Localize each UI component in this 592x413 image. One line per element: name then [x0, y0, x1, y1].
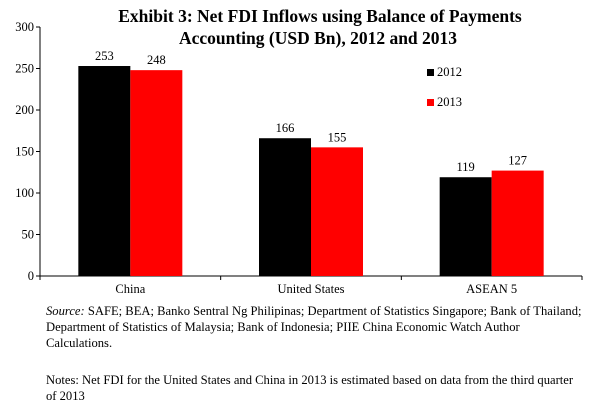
y-tick-label: 150 — [15, 145, 34, 159]
chart-title-line-1: Exhibit 3: Net FDI Inflows using Balance… — [118, 6, 522, 26]
source-text: SAFE; BEA; Banko Sentral Ng Philipinas; … — [46, 304, 582, 350]
data-label: 155 — [328, 130, 347, 144]
legend-swatch-2013 — [427, 99, 434, 106]
y-tick-label: 200 — [15, 103, 34, 117]
x-tick-label: ASEAN 5 — [466, 282, 517, 296]
y-tick-label: 100 — [15, 186, 34, 200]
legend-label: 2012 — [437, 65, 462, 79]
y-tick-label: 250 — [15, 62, 34, 76]
y-tick-label: 0 — [28, 269, 34, 283]
bar-2013 — [130, 70, 183, 276]
legend-swatch-2012 — [427, 69, 434, 76]
data-label: 253 — [95, 49, 114, 63]
bar-2013 — [491, 170, 544, 276]
source-label: Source: — [46, 304, 85, 318]
source-note: Source: SAFE; BEA; Banko Sentral Ng Phil… — [46, 303, 586, 351]
y-tick-label: 50 — [22, 228, 35, 242]
plot-area: 0 50 100 150 200 250 300 253 248 China 166 155 Unite… — [15, 20, 583, 296]
chart: Exhibit 3: Net FDI Inflows using Balance… — [15, 6, 583, 296]
y-tick-label: 300 — [15, 20, 34, 34]
data-label: 119 — [457, 160, 475, 174]
bar-2012 — [259, 138, 311, 276]
notes-text: Notes: Net FDI for the United States and… — [46, 373, 574, 403]
x-tick-label: United States — [277, 282, 344, 296]
chart-title-line-2: Accounting (USD Bn), 2012 and 2013 — [179, 28, 457, 48]
bar-2012 — [439, 177, 492, 276]
legend-label: 2013 — [437, 95, 462, 109]
data-label: 166 — [276, 121, 295, 135]
x-tick-label: China — [115, 282, 145, 296]
data-label: 248 — [147, 53, 166, 67]
bar-2012 — [78, 66, 131, 276]
data-label: 127 — [508, 154, 527, 168]
bar-2013 — [311, 147, 363, 276]
